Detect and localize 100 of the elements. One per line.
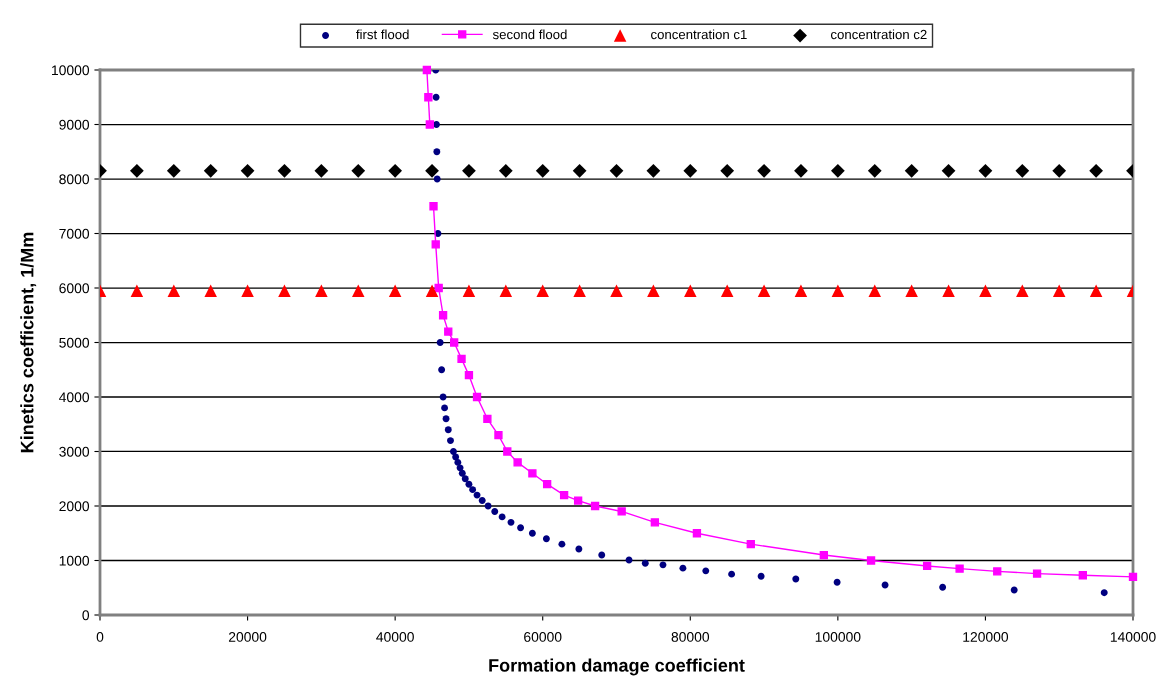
point — [429, 202, 438, 211]
point — [728, 570, 736, 578]
point — [641, 559, 649, 567]
point — [598, 551, 606, 559]
x-tick-label: 140000 — [1110, 632, 1156, 642]
y-tick-label: 8000 — [59, 174, 90, 185]
point — [507, 518, 515, 526]
legend-label: concentration c1 — [651, 29, 747, 40]
point — [692, 529, 702, 538]
point — [454, 458, 462, 466]
point — [866, 556, 876, 565]
point — [498, 513, 506, 521]
point — [472, 392, 482, 402]
point — [444, 327, 453, 336]
point — [572, 163, 587, 178]
point — [720, 163, 735, 178]
point — [447, 437, 454, 445]
point — [573, 284, 586, 297]
point — [610, 284, 623, 297]
point — [684, 284, 697, 297]
point — [1052, 163, 1067, 178]
point — [438, 366, 446, 374]
point — [469, 486, 477, 494]
point — [575, 545, 583, 553]
point — [559, 490, 569, 500]
point — [425, 284, 439, 297]
point — [167, 284, 181, 297]
point — [757, 163, 771, 178]
point — [465, 480, 473, 488]
point — [240, 163, 255, 178]
x-tick-label: 40000 — [376, 632, 414, 642]
point — [461, 475, 469, 483]
point — [478, 497, 486, 505]
point — [434, 283, 443, 293]
point — [351, 163, 366, 178]
point — [464, 371, 474, 380]
point — [491, 507, 499, 515]
point — [388, 163, 403, 178]
point — [535, 163, 550, 178]
point — [462, 284, 476, 297]
point — [794, 284, 808, 297]
point — [450, 338, 459, 347]
point — [905, 284, 918, 297]
point — [904, 163, 919, 178]
point — [278, 284, 291, 297]
y-tick-label: 3000 — [59, 446, 90, 457]
point — [277, 163, 292, 178]
y-tick-label: 0 — [82, 610, 90, 621]
point — [1015, 163, 1030, 178]
y-tick-label: 10000 — [52, 65, 90, 76]
point — [352, 284, 365, 297]
y-tick-label: 9000 — [59, 119, 90, 130]
point — [513, 458, 522, 467]
x-tick-label: 20000 — [228, 632, 267, 642]
point — [315, 284, 328, 297]
legend-label: concentration c2 — [830, 29, 927, 40]
point — [425, 120, 434, 129]
point — [609, 163, 624, 178]
point — [483, 414, 492, 423]
point — [819, 550, 829, 560]
point — [503, 447, 512, 456]
y-tick-label: 5000 — [59, 337, 90, 348]
point — [1100, 589, 1108, 597]
point — [517, 524, 525, 532]
point — [683, 163, 698, 178]
point — [757, 284, 771, 297]
point — [1078, 571, 1087, 580]
legend-label: second flood — [492, 29, 567, 40]
point — [441, 404, 449, 412]
point — [1089, 284, 1103, 297]
point — [792, 575, 800, 583]
y-axis-title: Kinetics coefficient, 1/Mm — [20, 232, 37, 453]
point — [203, 163, 218, 178]
point — [590, 501, 600, 511]
point — [542, 535, 550, 543]
point — [438, 311, 448, 320]
point — [166, 163, 181, 178]
point — [431, 240, 440, 249]
point — [444, 426, 452, 434]
point — [388, 284, 402, 297]
y-tick-label: 2000 — [59, 501, 90, 512]
point — [422, 65, 432, 75]
point — [979, 284, 992, 297]
point — [757, 572, 765, 580]
x-tick-label: 120000 — [963, 632, 1009, 642]
point — [941, 163, 956, 178]
point — [647, 284, 660, 297]
point — [542, 480, 552, 489]
point — [452, 453, 460, 461]
point — [1128, 572, 1138, 582]
point — [831, 284, 845, 297]
point — [794, 163, 808, 178]
y-tick-label: 1000 — [59, 555, 90, 566]
point — [130, 163, 144, 178]
point — [646, 163, 661, 178]
point — [1016, 284, 1029, 297]
point — [978, 163, 993, 178]
point — [830, 163, 845, 178]
point — [462, 163, 476, 178]
y-tick-label: 6000 — [59, 283, 90, 294]
